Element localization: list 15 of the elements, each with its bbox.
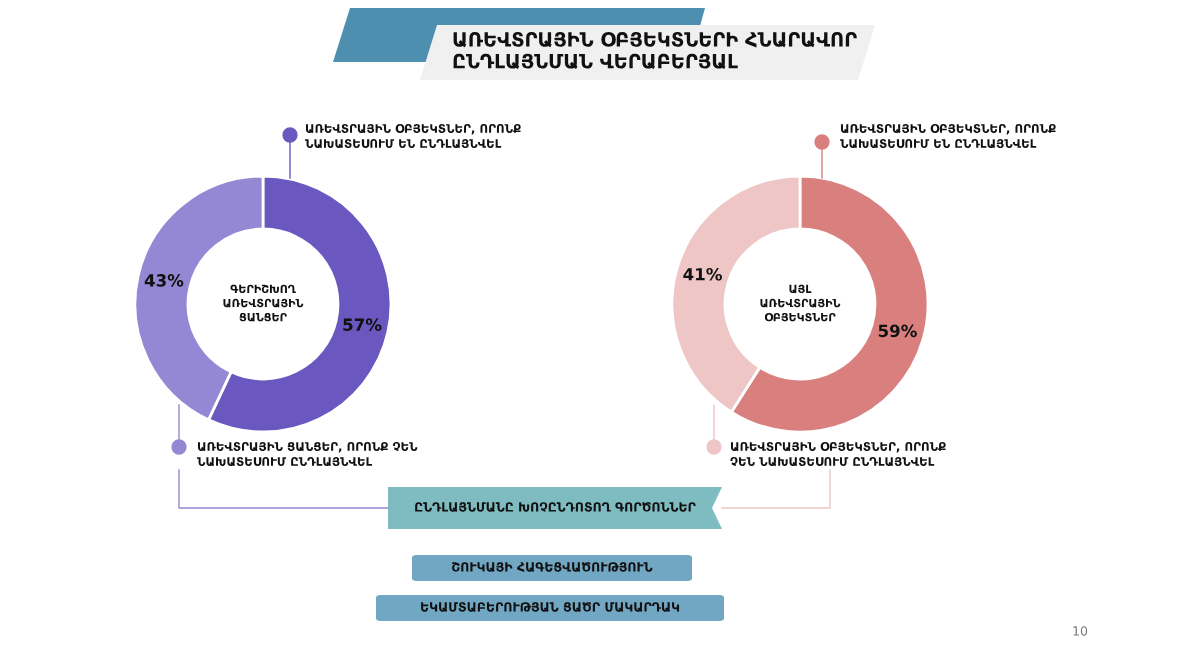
data-label: 57%	[343, 318, 382, 331]
legend-label: ԱՌԵՎՏՐԱՅԻՆ ՕԲՅԵԿՏՆԵՐ, ՈՐՈՆՔ ՉԵՆ ՆԱԽԱՏԵՍՈՒՄ ԸՆԴԼԱՅՆՎԵԼ	[730, 441, 946, 467]
legend-label: ԱՌԵՎՏՐԱՅԻՆ ՕԲՅԵԿՏՆԵՐ, ՈՐՈՆՔ ՆԱԽԱՏԵՍՈՒՄ ԵՆ ԸՆԴԼԱՅՆՎԵԼ	[840, 123, 1056, 149]
text: ԸՆԴԼԱՅՆՄԱՆԸ ԽՈՉԸՆԴՈՏՈՂ ԳՈՐԾՈՆՆԵՐ	[415, 502, 696, 513]
text: 10	[1073, 626, 1088, 636]
text: ՇՈՒԿԱՅԻ ՀԱԳԵՑՎԱԾՈՒԹՅՈՒՆ	[452, 562, 653, 573]
data-label: 59%	[878, 324, 917, 338]
legend-label: ԱՌԵՎՏՐԱՅԻՆ ՑԱՆՑԵՐ, ՈՐՈՆՔ ՉԵՆ ՆԱԽԱՏԵՍՈՒՄ ԸՆԴԼԱՅՆՎԵԼ	[197, 441, 418, 467]
text: ԳԵՐԻՇԽՈՂ ԱՌԵՎՏՐԱՅԻՆ ՑԱՆՑԵՐ	[223, 284, 304, 322]
text: ԱՅԼ ԱՌԵՎՏՐԱՅԻՆ ՕԲՅԵԿՏՆԵՐ	[760, 284, 841, 322]
text: ԵԿԱՄՏԱԲԵՐՈՒԹՅԱՆ ՑԱԾՐ ՄԱԿԱՐԴԱԿ	[421, 602, 680, 612]
data-label: 43%	[144, 274, 184, 287]
data-label: 41%	[683, 267, 722, 281]
legend-label: ԱՌԵՎՏՐԱՅԻՆ ՕԲՅԵԿՏՆԵՐ, ՈՐՈՆՔ ՆԱԽԱՏԵՍՈՒՄ ԵՆ ԸՆԴԼԱՅՆՎԵԼ	[305, 123, 521, 149]
text: ԱՌԵՎՏՐԱՅԻՆ ՕԲՅԵԿՏՆԵՐԻ ՀՆԱՐԱՎՈՐ ԸՆԴԼԱՅՆՄԱՆ ՎԵՐԱԲԵՐՅԱԼ	[453, 32, 857, 69]
